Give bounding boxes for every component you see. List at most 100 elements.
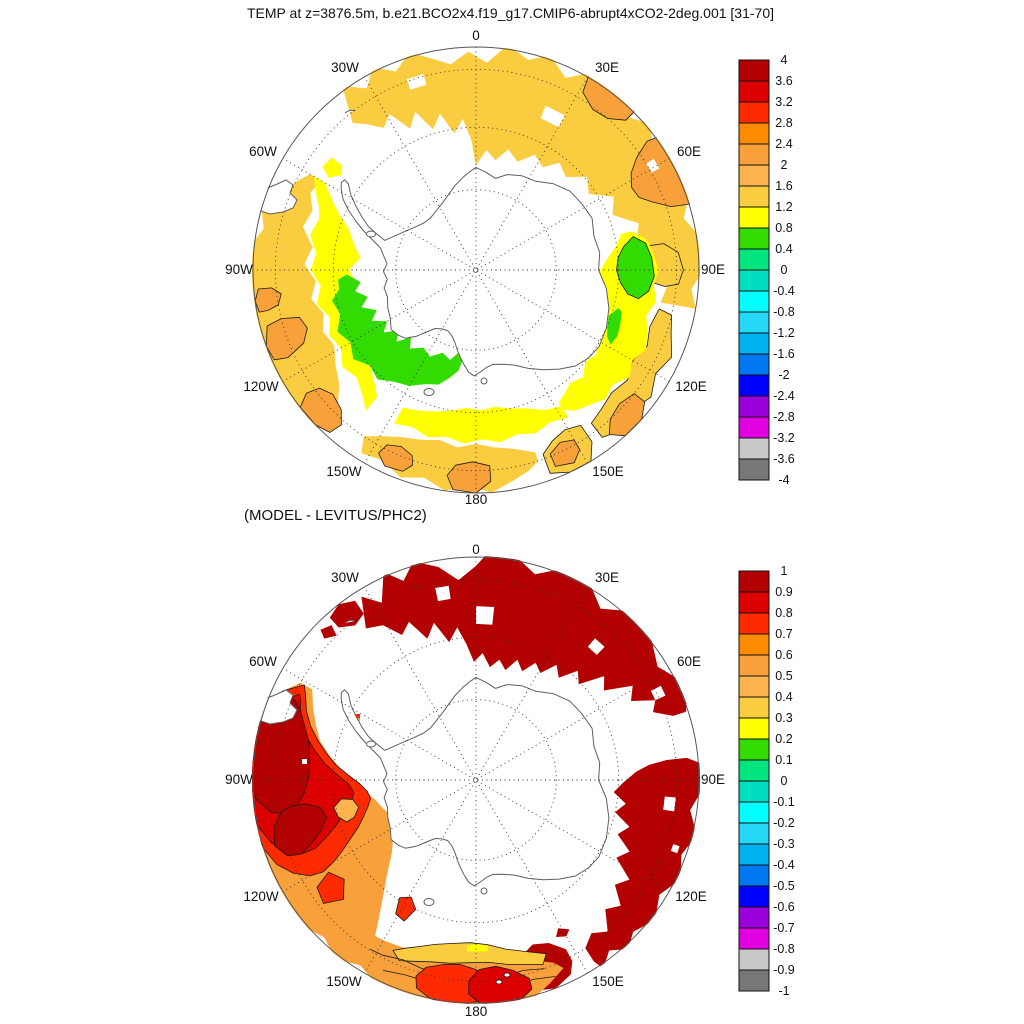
lon-label: 90W (225, 772, 253, 787)
lon-label: 120W (243, 379, 279, 394)
colorbar-swatch (738, 927, 770, 950)
colorbar-tick-label: 2.8 (775, 116, 792, 130)
colorbar-swatch (738, 59, 770, 82)
map2-closed-contour-dot-1 (503, 972, 511, 978)
colorbar-swatch (738, 948, 770, 971)
colorbar-tick-label: -2.4 (773, 389, 795, 403)
colorbar-swatch (738, 780, 770, 803)
map1-green-pool-amundsen (332, 274, 464, 386)
map2-amber-band-ross-coast (392, 942, 547, 965)
colorbar-swatch (738, 437, 770, 460)
colorbar-swatch (738, 332, 770, 355)
colorbar-swatch (738, 164, 770, 187)
colorbar-tick-label: -0.4 (773, 858, 795, 872)
colorbar-swatch (738, 969, 770, 992)
map2-nodata-hole-6 (670, 844, 680, 854)
lon-label: 150W (326, 974, 362, 989)
map2-closed-contour-dot-2 (495, 979, 503, 985)
colorbar-tick-label: -0.6 (773, 900, 795, 914)
colorbar-tick-label: -2.8 (773, 410, 795, 424)
colorbar-swatch (738, 269, 770, 292)
colorbar-tick-label: -1 (778, 984, 789, 998)
colorbar-swatch (738, 822, 770, 845)
lon-label: 90E (701, 772, 725, 787)
map1-green-pool-90e (616, 236, 655, 300)
difference-subtitle: (MODEL - LEVITUS/PHC2) (244, 507, 427, 524)
colorbar-bottom: 1 0.9 0.8 0.7 0.6 0.5 0.4 0.3 0.2 0.1 0 … (738, 564, 795, 998)
lon-label: 150E (592, 974, 624, 989)
map2-red-jag-1 (316, 871, 345, 904)
colorbar-tick-label: -0.1 (773, 795, 795, 809)
colorbar-tick-label: 2 (781, 158, 788, 172)
colorbar-tick-label: -1.2 (773, 326, 795, 340)
map2-darkred-core-lower (273, 803, 328, 857)
colorbar-tick-label: -0.3 (773, 837, 795, 851)
colorbar-swatch (738, 864, 770, 887)
colorbar-swatch (738, 675, 770, 698)
colorbar-swatch (738, 885, 770, 908)
map2-longitude-labels: 0 30E 60E 90E 120E 150E 180 150W 120W 90… (225, 542, 725, 1019)
map1-nodata-hole-3 (646, 158, 660, 173)
colorbar-swatch (738, 290, 770, 313)
colorbar-tick-label: 0.8 (775, 606, 792, 620)
map2-red-jag-2 (395, 896, 417, 922)
lon-label: 180 (465, 1004, 488, 1019)
colorbar-swatch (738, 227, 770, 250)
lon-label: 90E (701, 262, 725, 277)
map2-nodata-hole-3 (587, 638, 605, 655)
colorbar-swatch (738, 612, 770, 635)
lon-label: 60E (677, 654, 701, 669)
colorbar-tick-label: -0.9 (773, 963, 795, 977)
lon-label: 60W (249, 654, 277, 669)
map1-yellow-band-south (394, 406, 569, 444)
map2-darkred-patch-30w-2 (320, 625, 337, 639)
map1-nodata-hole-2 (406, 74, 427, 90)
map1-orange-patch-south-2 (378, 444, 413, 472)
colorbar-tick-label: 0.6 (775, 648, 792, 662)
lon-label: 150W (326, 464, 362, 479)
colorbar-swatch (738, 416, 770, 439)
colorbar-swatch (738, 654, 770, 677)
colorbar2-swatches (738, 570, 770, 992)
colorbar-swatch (738, 591, 770, 614)
colorbar-swatch (738, 143, 770, 166)
colorbar-swatch (738, 80, 770, 103)
lon-label: 30E (595, 570, 619, 585)
colorbar-tick-label: -3.2 (773, 431, 795, 445)
colorbar-swatch (738, 801, 770, 824)
colorbar-tick-label: -1.6 (773, 347, 795, 361)
colorbar1-swatches (738, 59, 770, 481)
colorbar-tick-label: -0.8 (773, 305, 795, 319)
lon-label: 120W (243, 889, 279, 904)
colorbar-tick-label: -2 (778, 368, 789, 382)
map1-green-sliver-1 (607, 308, 622, 345)
colorbar-swatch (738, 843, 770, 866)
colorbar-tick-label: 0.8 (775, 221, 792, 235)
colorbar-swatch (738, 906, 770, 929)
map2-yellow-sliver-ross (467, 943, 488, 952)
map2-red-dot-60w (354, 714, 360, 718)
colorbar-tick-label: -0.4 (773, 284, 795, 298)
colorbar-tick-label: 0.9 (775, 585, 792, 599)
lon-label: 0 (472, 28, 480, 43)
colorbar-swatch (738, 374, 770, 397)
colorbar1-tick-labels: 4 3.6 3.2 2.8 2.4 2 1.6 1.2 0.8 0.4 0 -0… (773, 53, 795, 487)
colorbar-swatch (738, 353, 770, 376)
colorbar-tick-label: 3.6 (775, 74, 792, 88)
colorbar-swatch (738, 395, 770, 418)
lon-label: 0 (472, 542, 480, 557)
map1-orange-patch-120w (299, 387, 342, 433)
colorbar-swatch (738, 122, 770, 145)
lon-label: 30W (331, 60, 359, 75)
map2-darkred-bit-150e (556, 928, 570, 937)
map-panel-top: 0 30E 60E 90E 120E 150E 180 150W 120W 90… (225, 28, 725, 507)
colorbar-tick-label: 0.3 (775, 711, 792, 725)
colorbar-swatch (738, 458, 770, 481)
colorbar-tick-label: -0.8 (773, 942, 795, 956)
colorbar-swatch (738, 248, 770, 271)
lon-label: 150E (592, 464, 624, 479)
map2-nodata-hole-7 (302, 759, 307, 764)
colorbar-tick-label: 0.1 (775, 753, 792, 767)
map1-orange-patch-90w-small (254, 287, 282, 313)
